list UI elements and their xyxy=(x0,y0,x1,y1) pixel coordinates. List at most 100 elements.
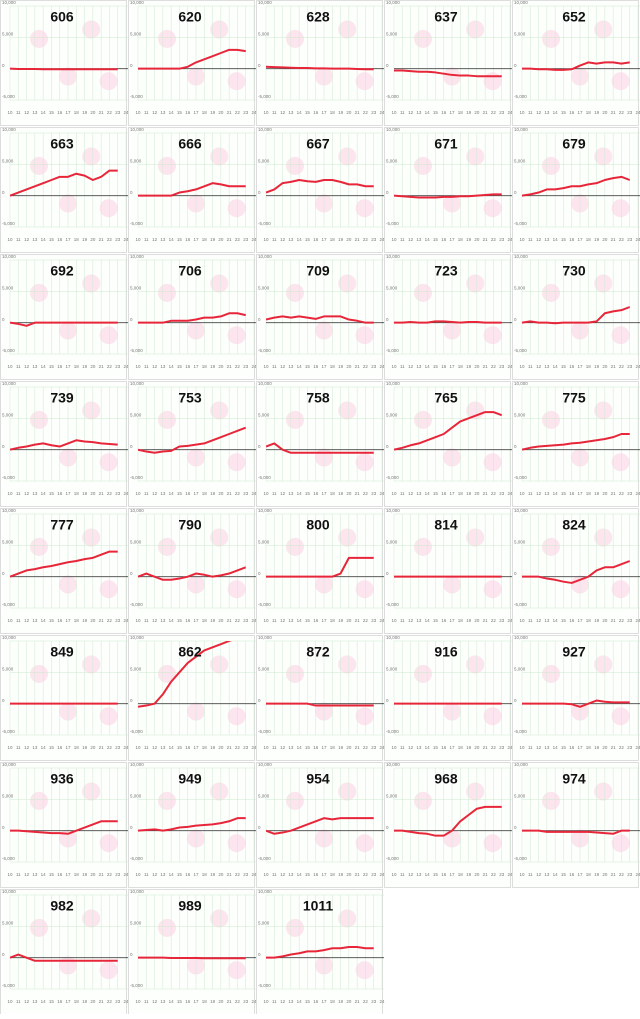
x-tick-label: 19 xyxy=(82,618,88,623)
watermark xyxy=(100,961,118,979)
x-tick-label: 12 xyxy=(152,999,158,1004)
watermark xyxy=(484,199,502,217)
x-tick-label: 12 xyxy=(408,745,414,750)
x-tick-label: 23 xyxy=(499,491,505,496)
y-tick-label: 5,000 xyxy=(258,794,270,799)
x-tick-label: 16 xyxy=(313,364,319,369)
x-tick-label: 17 xyxy=(65,491,71,496)
x-tick-label: 11 xyxy=(16,491,21,496)
x-tick-label: 18 xyxy=(586,872,592,877)
y-tick-label: 5,000 xyxy=(2,159,14,164)
panel-title: 849 xyxy=(50,644,74,660)
x-tick-label: 14 xyxy=(41,618,47,623)
watermark xyxy=(338,148,356,166)
y-tick-label: 5,000 xyxy=(514,794,526,799)
x-tick-label: 23 xyxy=(243,618,249,623)
watermark xyxy=(286,919,304,937)
y-tick-label: 5,000 xyxy=(514,32,526,37)
watermark xyxy=(228,326,246,344)
x-tick-label: 19 xyxy=(210,999,216,1004)
x-tick-label: 16 xyxy=(313,110,319,115)
y-tick-label: -5,000 xyxy=(258,602,271,607)
x-tick-label: 20 xyxy=(474,110,480,115)
x-tick-label: 19 xyxy=(210,618,216,623)
x-tick-label: 13 xyxy=(160,364,166,369)
x-tick-label: 12 xyxy=(24,872,30,877)
watermark xyxy=(210,402,228,420)
x-tick-label: 24 xyxy=(635,491,640,496)
y-tick-label: 10,000 xyxy=(514,254,528,259)
y-tick-label: 5,000 xyxy=(514,540,526,545)
watermark xyxy=(82,402,100,420)
x-tick-label: 18 xyxy=(458,110,464,115)
x-tick-label: 17 xyxy=(321,618,327,623)
x-tick-label: 20 xyxy=(602,237,608,242)
watermark xyxy=(612,707,630,725)
x-tick-label: 18 xyxy=(74,745,80,750)
y-tick-label: 5,000 xyxy=(514,667,526,672)
x-tick-label: 10 xyxy=(135,618,141,623)
x-tick-label: 11 xyxy=(272,491,277,496)
x-tick-label: 16 xyxy=(441,110,447,115)
panel-title: 862 xyxy=(178,644,202,660)
x-tick-label: 10 xyxy=(391,110,397,115)
x-tick-label: 21 xyxy=(99,491,105,496)
x-tick-label: 12 xyxy=(152,745,158,750)
y-tick-label: -5,000 xyxy=(258,348,271,353)
y-tick-label: -5,000 xyxy=(386,856,399,861)
x-tick-label: 22 xyxy=(235,364,241,369)
y-tick-label: 10,000 xyxy=(258,635,272,640)
y-tick-label: 10,000 xyxy=(130,635,144,640)
x-tick-label: 11 xyxy=(400,237,405,242)
x-tick-label: 23 xyxy=(627,618,633,623)
x-tick-label: 15 xyxy=(177,110,183,115)
x-tick-label: 20 xyxy=(218,872,224,877)
x-tick-label: 13 xyxy=(160,110,166,115)
x-tick-label: 13 xyxy=(544,491,550,496)
x-tick-label: 15 xyxy=(561,872,567,877)
x-tick-label: 21 xyxy=(611,872,617,877)
x-tick-label: 23 xyxy=(243,999,249,1004)
x-tick-label: 10 xyxy=(263,237,269,242)
watermark xyxy=(100,72,118,90)
panel-title: 872 xyxy=(306,644,330,660)
x-tick-label: 19 xyxy=(82,237,88,242)
y-tick-label: -5,000 xyxy=(2,221,15,226)
watermark xyxy=(100,707,118,725)
y-tick-label: 10,000 xyxy=(386,762,400,767)
x-tick-label: 18 xyxy=(586,745,592,750)
x-tick-label: 13 xyxy=(288,364,294,369)
x-tick-label: 19 xyxy=(338,999,344,1004)
x-tick-label: 16 xyxy=(441,364,447,369)
x-tick-label: 11 xyxy=(528,745,533,750)
y-tick-label: 10,000 xyxy=(258,381,272,386)
x-tick-label: 18 xyxy=(330,110,336,115)
watermark xyxy=(594,656,612,674)
watermark xyxy=(612,72,630,90)
x-tick-label: 21 xyxy=(355,872,361,877)
y-tick-label: -5,000 xyxy=(2,602,15,607)
x-tick-label: 13 xyxy=(416,110,422,115)
x-tick-label: 12 xyxy=(280,110,286,115)
watermark xyxy=(414,157,432,175)
x-tick-label: 22 xyxy=(107,237,113,242)
x-tick-label: 12 xyxy=(24,618,30,623)
x-tick-label: 19 xyxy=(210,237,216,242)
x-tick-label: 23 xyxy=(499,618,505,623)
watermark xyxy=(158,411,176,429)
watermark xyxy=(356,72,374,90)
x-tick-label: 17 xyxy=(449,491,455,496)
x-tick-label: 17 xyxy=(193,872,199,877)
x-tick-label: 11 xyxy=(272,745,277,750)
watermark xyxy=(100,199,118,217)
watermark xyxy=(30,157,48,175)
x-tick-label: 19 xyxy=(466,110,472,115)
x-tick-label: 20 xyxy=(602,491,608,496)
x-tick-label: 14 xyxy=(425,745,431,750)
x-tick-label: 20 xyxy=(602,745,608,750)
